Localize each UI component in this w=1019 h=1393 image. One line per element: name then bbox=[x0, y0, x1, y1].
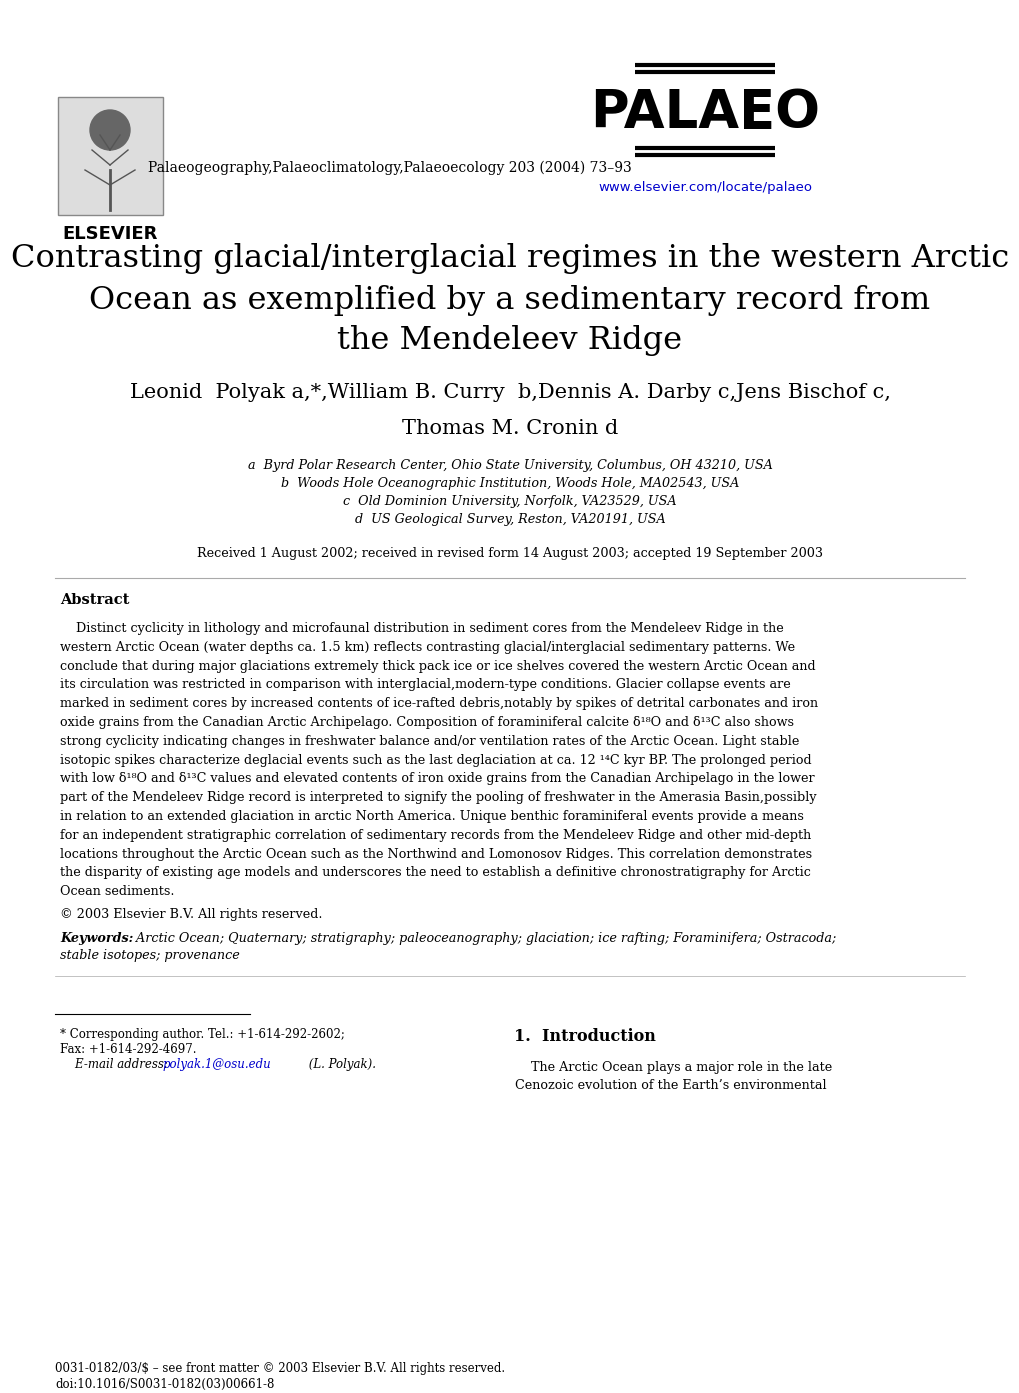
Text: The Arctic Ocean plays a major role in the late: The Arctic Ocean plays a major role in t… bbox=[515, 1061, 832, 1074]
Text: for an independent stratigraphic correlation of sedimentary records from the Men: for an independent stratigraphic correla… bbox=[60, 829, 810, 841]
Text: stable isotopes; provenance: stable isotopes; provenance bbox=[60, 949, 239, 963]
Text: (L. Polyak).: (L. Polyak). bbox=[305, 1059, 376, 1071]
Text: Palaeogeography,Palaeoclimatology,Palaeoecology 203 (2004) 73–93: Palaeogeography,Palaeoclimatology,Palaeo… bbox=[148, 160, 631, 176]
Text: conclude that during major glaciations extremely thick pack ice or ice shelves c: conclude that during major glaciations e… bbox=[60, 660, 815, 673]
Text: Distinct cyclicity in lithology and microfaunal distribution in sediment cores f: Distinct cyclicity in lithology and micr… bbox=[60, 623, 783, 635]
Text: in relation to an extended glaciation in arctic North America. Unique benthic fo: in relation to an extended glaciation in… bbox=[60, 809, 803, 823]
Text: 0031-0182/03/$ – see front matter © 2003 Elsevier B.V. All rights reserved.: 0031-0182/03/$ – see front matter © 2003… bbox=[55, 1362, 504, 1375]
Bar bbox=[58, 98, 163, 215]
Text: c  Old Dominion University, Norfolk, VA23529, USA: c Old Dominion University, Norfolk, VA23… bbox=[342, 496, 677, 508]
Text: its circulation was restricted in comparison with interglacial,modern-type condi: its circulation was restricted in compar… bbox=[60, 678, 790, 691]
Text: 1.  Introduction: 1. Introduction bbox=[514, 1028, 655, 1045]
Text: E-mail address:: E-mail address: bbox=[60, 1059, 171, 1071]
Text: western Arctic Ocean (water depths ca. 1.5 km) reflects contrasting glacial/inte: western Arctic Ocean (water depths ca. 1… bbox=[60, 641, 795, 653]
Text: Ocean as exemplified by a sedimentary record from: Ocean as exemplified by a sedimentary re… bbox=[90, 284, 929, 315]
Text: ELSEVIER: ELSEVIER bbox=[62, 226, 158, 242]
Text: * Corresponding author. Tel.: +1-614-292-2602;: * Corresponding author. Tel.: +1-614-292… bbox=[60, 1028, 344, 1041]
Text: Contrasting glacial/interglacial regimes in the western Arctic: Contrasting glacial/interglacial regimes… bbox=[11, 242, 1008, 273]
Text: Ocean sediments.: Ocean sediments. bbox=[60, 885, 174, 898]
Text: polyak.1@osu.edu: polyak.1@osu.edu bbox=[163, 1059, 271, 1071]
Text: the disparity of existing age models and underscores the need to establish a def: the disparity of existing age models and… bbox=[60, 866, 810, 879]
Text: strong cyclicity indicating changes in freshwater balance and/or ventilation rat: strong cyclicity indicating changes in f… bbox=[60, 734, 799, 748]
Text: Arctic Ocean; Quaternary; stratigraphy; paleoceanography; glaciation; ice raftin: Arctic Ocean; Quaternary; stratigraphy; … bbox=[127, 932, 836, 944]
Text: oxide grains from the Canadian Arctic Archipelago. Composition of foraminiferal : oxide grains from the Canadian Arctic Ar… bbox=[60, 716, 793, 729]
Text: isotopic spikes characterize deglacial events such as the last deglaciation at c: isotopic spikes characterize deglacial e… bbox=[60, 754, 811, 766]
Text: Leonid  Polyak a,*,William B. Curry  b,Dennis A. Darby c,Jens Bischof c,: Leonid Polyak a,*,William B. Curry b,Den… bbox=[129, 383, 890, 403]
Text: Thomas M. Cronin d: Thomas M. Cronin d bbox=[401, 418, 618, 437]
Text: d  US Geological Survey, Reston, VA20191, USA: d US Geological Survey, Reston, VA20191,… bbox=[355, 514, 664, 527]
Text: locations throughout the Arctic Ocean such as the Northwind and Lomonosov Ridges: locations throughout the Arctic Ocean su… bbox=[60, 847, 811, 861]
Text: www.elsevier.com/locate/palaeo: www.elsevier.com/locate/palaeo bbox=[597, 181, 811, 195]
Text: a  Byrd Polar Research Center, Ohio State University, Columbus, OH 43210, USA: a Byrd Polar Research Center, Ohio State… bbox=[248, 460, 771, 472]
Text: Abstract: Abstract bbox=[60, 593, 129, 607]
Text: b  Woods Hole Oceanographic Institution, Woods Hole, MA02543, USA: b Woods Hole Oceanographic Institution, … bbox=[280, 478, 739, 490]
Text: Keywords:: Keywords: bbox=[60, 932, 133, 944]
Text: doi:10.1016/S0031-0182(03)00661-8: doi:10.1016/S0031-0182(03)00661-8 bbox=[55, 1378, 274, 1392]
Circle shape bbox=[90, 110, 129, 150]
Text: marked in sediment cores by increased contents of ice-rafted debris,notably by s: marked in sediment cores by increased co… bbox=[60, 698, 817, 710]
Text: the Mendeleev Ridge: the Mendeleev Ridge bbox=[337, 325, 682, 355]
Text: PALAEO: PALAEO bbox=[589, 86, 819, 139]
Text: Cenozoic evolution of the Earth’s environmental: Cenozoic evolution of the Earth’s enviro… bbox=[515, 1080, 825, 1092]
Text: © 2003 Elsevier B.V. All rights reserved.: © 2003 Elsevier B.V. All rights reserved… bbox=[60, 908, 322, 921]
Text: Received 1 August 2002; received in revised form 14 August 2003; accepted 19 Sep: Received 1 August 2002; received in revi… bbox=[197, 547, 822, 560]
Text: part of the Mendeleev Ridge record is interpreted to signify the pooling of fres: part of the Mendeleev Ridge record is in… bbox=[60, 791, 816, 804]
Text: Fax: +1-614-292-4697.: Fax: +1-614-292-4697. bbox=[60, 1043, 197, 1056]
Text: with low δ¹⁸O and δ¹³C values and elevated contents of iron oxide grains from th: with low δ¹⁸O and δ¹³C values and elevat… bbox=[60, 772, 814, 786]
